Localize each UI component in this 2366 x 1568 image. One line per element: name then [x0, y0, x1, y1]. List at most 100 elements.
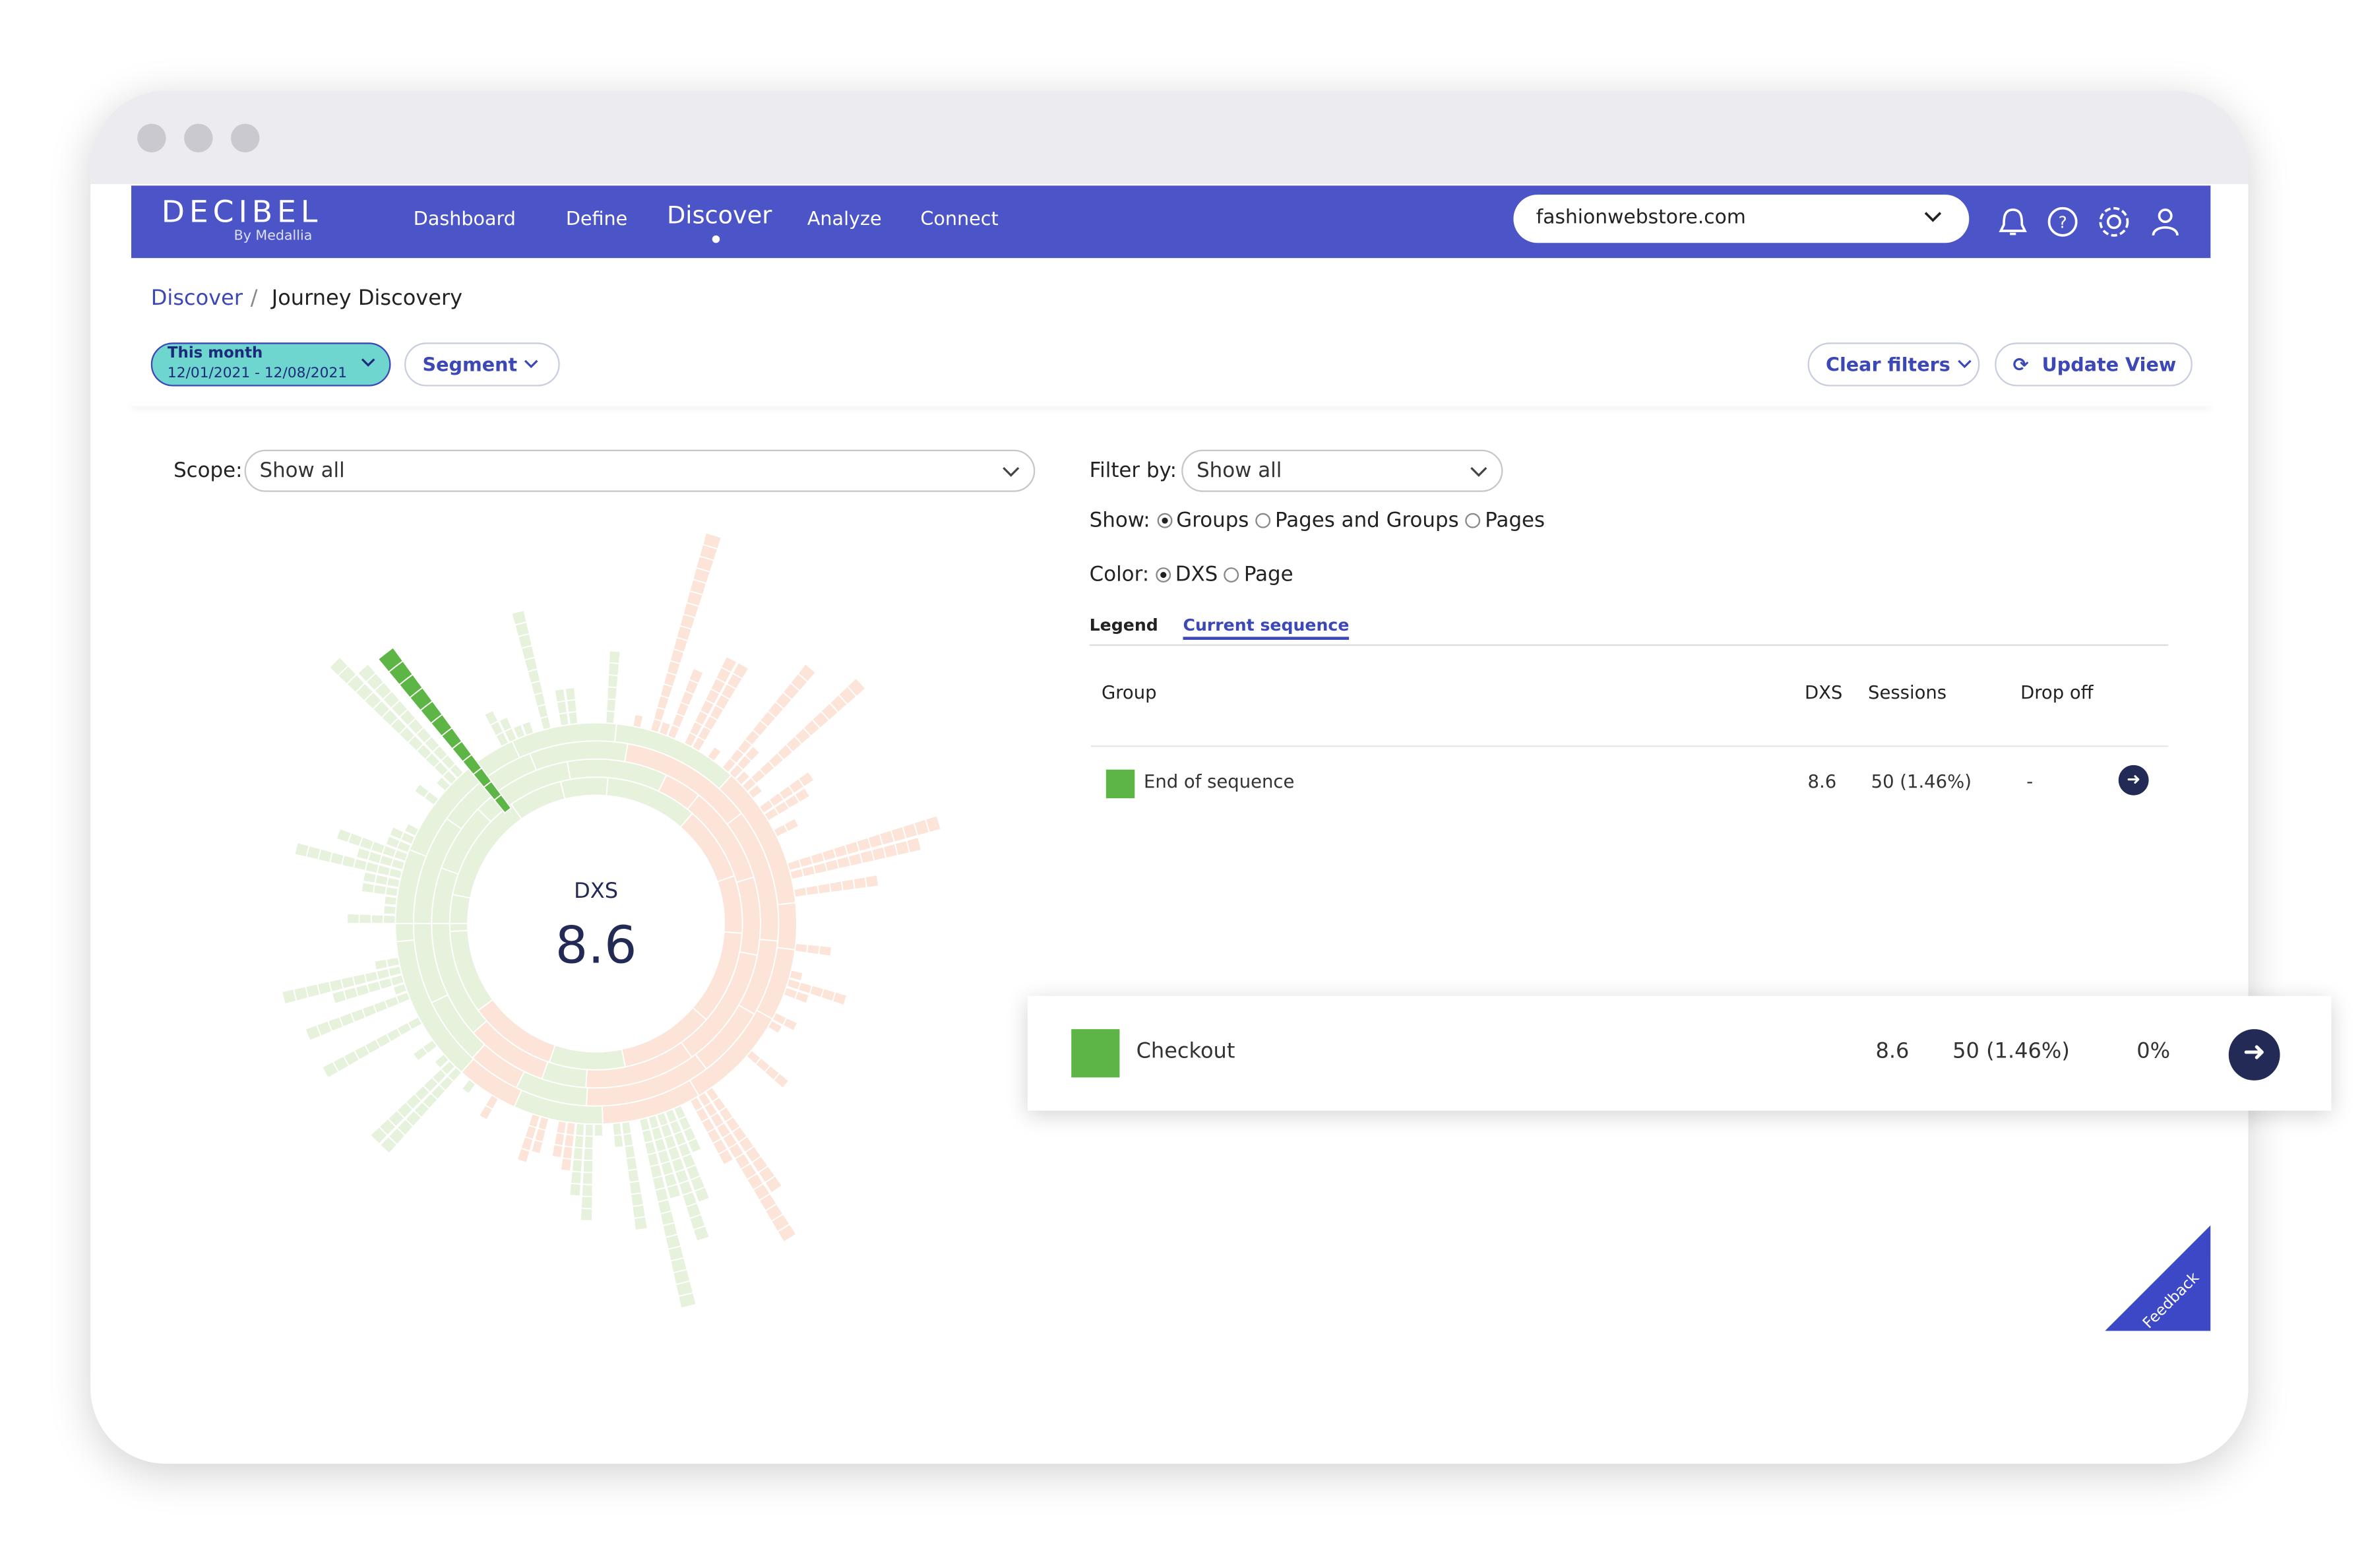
sunburst-segment [747, 784, 764, 800]
sunburst-segment [840, 878, 856, 892]
sunburst-segment [460, 1078, 477, 1095]
cell: 50 (1.46%) [1952, 1040, 2070, 1064]
radio[interactable] [1224, 567, 1239, 583]
sunburst-segment [357, 663, 377, 683]
nav-item[interactable]: Discover [667, 201, 772, 230]
sunburst-segment [693, 1186, 711, 1204]
sunburst-segment [582, 1159, 594, 1174]
tab[interactable]: Legend [1089, 615, 1158, 636]
table-body: Product listing page8.775 (2.19%)40%➜Pro… [90, 724, 2248, 1331]
sunburst-segment [611, 1121, 623, 1137]
scope-select[interactable]: Show all [244, 449, 1036, 492]
date-label: This month [167, 345, 263, 363]
site-select[interactable]: fashionwebstore.com [1513, 195, 1970, 243]
arrow-button[interactable]: ➜ [2228, 1029, 2280, 1081]
sunburst-segment [783, 817, 800, 832]
sunburst-segment [521, 720, 535, 736]
cell: 50 (1.46%) [1871, 770, 1972, 792]
sunburst-segment [831, 991, 848, 1007]
radio[interactable] [1156, 513, 1172, 528]
sunburst-segment [864, 874, 880, 889]
sunburst-segment [449, 923, 469, 932]
radio[interactable] [1255, 513, 1271, 528]
swatch [1105, 769, 1135, 799]
sunburst-segment [828, 880, 844, 893]
sunburst-segment [797, 663, 817, 683]
segment-label: Segment [422, 353, 518, 376]
sunburst-segment [623, 1145, 637, 1160]
nav-item[interactable]: Dashboard [413, 206, 516, 230]
browser-window: DECIBEL By Medallia Dashboard Define Dis… [90, 90, 2249, 1464]
sunburst-segment [328, 656, 350, 677]
sunburst-segment [794, 990, 810, 1005]
sunburst-segment [565, 1121, 576, 1136]
nav-icons[interactable]: ? [1995, 204, 2206, 243]
site-name: fashionwebstore.com [1536, 206, 1746, 230]
sunburst-segment [555, 1119, 567, 1135]
sunburst-segment [805, 884, 820, 896]
sunburst-segment [794, 786, 811, 803]
sunburst-segment [766, 1019, 784, 1035]
sunburst-segment [846, 677, 867, 698]
sunburst-segment [569, 1170, 582, 1185]
nav-item[interactable]: Define [565, 206, 628, 230]
option: Page [1243, 563, 1293, 587]
nav-item[interactable]: Connect [920, 206, 999, 230]
sunburst-segment [658, 720, 672, 737]
title-bar [90, 90, 2249, 185]
center [468, 795, 725, 1052]
nav-bar: DECIBEL By Medallia Dashboard Define Dis… [131, 185, 2211, 259]
breadcrumb-link[interactable]: Discover [150, 286, 243, 311]
filter-label: Filter by: [1089, 458, 1177, 484]
sunburst-segment [558, 712, 570, 727]
sunburst-segment [632, 713, 644, 729]
sunburst-segment [776, 902, 797, 951]
window-dot [231, 123, 260, 153]
nav-item[interactable]: Analyze [807, 206, 882, 230]
segment-pill[interactable]: Segment [404, 342, 560, 387]
active-dot [712, 235, 720, 243]
sunburst-segment [582, 1147, 594, 1162]
radio[interactable] [1465, 513, 1481, 528]
filter-value: Show all [1197, 458, 1282, 484]
radio[interactable] [1155, 567, 1171, 583]
date-pill[interactable]: This month 12/01/2021 - 12/08/2021 [150, 342, 391, 387]
sunburst-segment [621, 1120, 633, 1136]
sunburst-segment [553, 688, 567, 703]
update-view[interactable]: ⟳ Update View [1995, 342, 2193, 387]
sunburst-segment [772, 1072, 790, 1090]
sunburst-segment [666, 1183, 682, 1200]
sunburst-segment [583, 1135, 594, 1149]
row-line [1090, 745, 2169, 747]
svg-text:?: ? [2058, 212, 2067, 232]
clear-filters[interactable]: Clear filters [1807, 342, 1980, 387]
tab-active[interactable]: Current sequence [1183, 615, 1350, 640]
sunburst-segment [817, 882, 832, 895]
chevron [1470, 467, 1487, 477]
sunburst-segment [564, 687, 576, 702]
sunburst-segment [692, 1225, 710, 1242]
sunburst-segment [383, 904, 397, 916]
sunburst-segment [403, 822, 420, 837]
swatch [1071, 1029, 1120, 1078]
sunburst-segment [584, 1123, 594, 1137]
clear-label: Clear filters [1825, 353, 1950, 376]
option: Groups [1176, 508, 1249, 533]
sunburst-segment [630, 1192, 644, 1207]
sunburst-segment [530, 1139, 544, 1155]
sunburst-segment [331, 989, 348, 1005]
highlight-row[interactable]: Checkout 8.6 50 (1.46%) 0% ➜ [1027, 995, 2332, 1111]
sunburst-segment [372, 883, 388, 896]
filter-select[interactable]: Show all [1181, 449, 1503, 492]
sunburst-segment [511, 610, 528, 626]
sunburst-segment [744, 745, 761, 763]
sunburst-segment [717, 1148, 735, 1166]
sunburst-segment [579, 1207, 594, 1222]
sunburst-segment [358, 913, 372, 924]
arrow-button[interactable]: ➜ [2118, 765, 2149, 796]
sunburst-segment [566, 699, 578, 714]
chevron [1957, 360, 1972, 369]
feedback-tab[interactable]: Feedback [2105, 1225, 2211, 1331]
sunburst-segment [304, 1024, 322, 1042]
